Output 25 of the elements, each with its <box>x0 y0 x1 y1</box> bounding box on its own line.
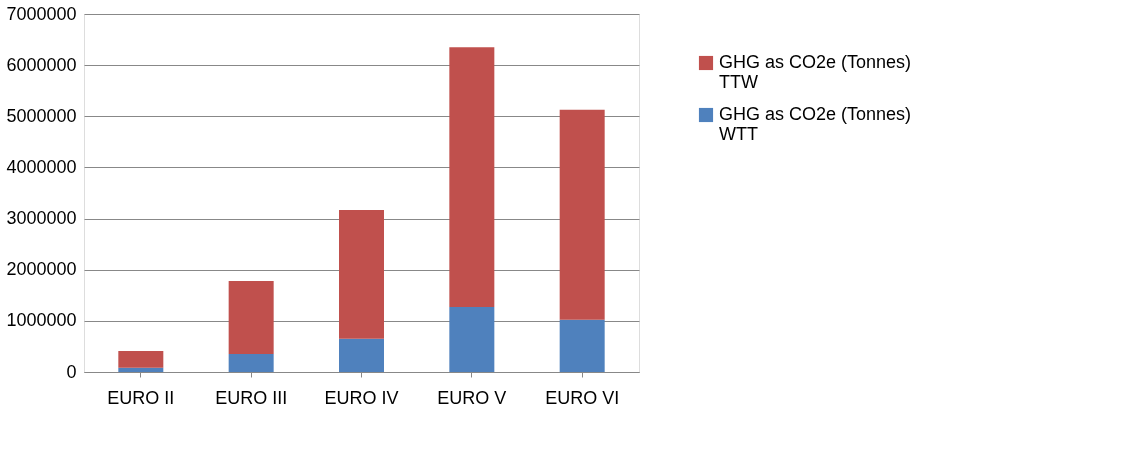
bar <box>339 338 384 372</box>
legend-label: GHG as CO2e (Tonnes) WTT <box>719 104 912 144</box>
bar <box>559 319 605 372</box>
bar <box>228 354 274 372</box>
bar <box>449 307 495 372</box>
x-tick-label: EURO V <box>437 387 507 408</box>
x-tick-label: EURO III <box>215 387 288 408</box>
y-tick-label: 6000000 <box>6 54 77 75</box>
y-tick-label: 7000000 <box>6 3 77 24</box>
x-tick-label: EURO VI <box>545 387 620 408</box>
bar <box>339 209 384 339</box>
y-tick-label: 2000000 <box>6 259 77 280</box>
x-tick-label: EURO II <box>107 387 175 408</box>
y-tick-label: 3000000 <box>6 208 77 229</box>
x-tick-label: EURO IV <box>324 387 399 408</box>
y-tick-label: 1000000 <box>6 310 77 331</box>
y-tick-label: 5000000 <box>6 105 77 126</box>
bar <box>559 109 605 320</box>
bar <box>118 367 164 372</box>
bar <box>228 280 274 355</box>
y-tick-label: 0 <box>66 361 77 382</box>
bar <box>118 350 164 368</box>
y-tick-label: 4000000 <box>6 156 77 177</box>
legend-label: GHG as CO2e (Tonnes) TTW <box>719 52 912 92</box>
bar <box>449 47 495 308</box>
